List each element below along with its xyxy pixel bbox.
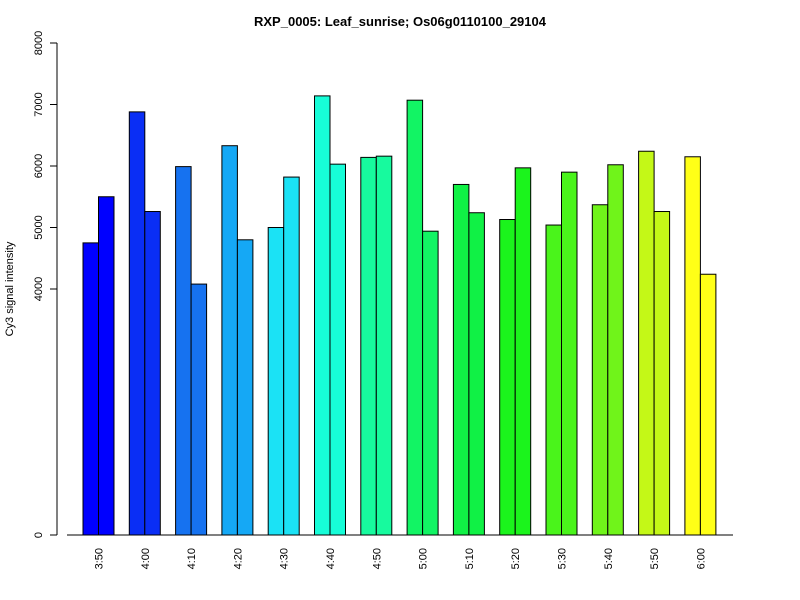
bar-420-1 bbox=[221, 145, 238, 536]
y-tick-label: 7000 bbox=[33, 92, 45, 116]
bar-530-2 bbox=[561, 171, 578, 536]
bar-600-2 bbox=[699, 273, 717, 536]
bar-550-2 bbox=[653, 211, 671, 536]
x-tick-label: 4:50 bbox=[371, 548, 383, 569]
y-tick-label: 5000 bbox=[33, 215, 45, 239]
bar-400-1 bbox=[128, 111, 146, 536]
x-tick-label: 5:20 bbox=[510, 548, 522, 569]
bar-430-2 bbox=[283, 176, 300, 536]
bar-600-1 bbox=[684, 156, 701, 536]
y-tick-label: 8000 bbox=[33, 31, 45, 55]
y-ticks: 0 4000 5000 6000 7000 8000 bbox=[33, 31, 57, 538]
bar-420-2 bbox=[236, 239, 254, 536]
bar-550-1 bbox=[638, 150, 655, 536]
y-tick-label: 6000 bbox=[33, 154, 45, 178]
chart-title: RXP_0005: Leaf_sunrise; Os06g0110100_291… bbox=[254, 14, 547, 29]
bar-400-2 bbox=[144, 211, 161, 536]
x-tick-label: 4:30 bbox=[279, 548, 291, 569]
x-tick-label: 5:50 bbox=[649, 548, 661, 569]
bar-510-2 bbox=[468, 212, 485, 536]
bar-410-1 bbox=[175, 166, 192, 536]
bar-350-1 bbox=[82, 242, 99, 536]
bar-500-1 bbox=[406, 99, 424, 536]
bar-510-1 bbox=[452, 183, 470, 536]
x-tick-label: 4:40 bbox=[325, 548, 337, 569]
x-tick-labels: 3:50 4:00 4:10 4:20 4:30 4:40 4:50 5:00 5:10 5:20… bbox=[94, 548, 708, 569]
bar-540-2 bbox=[607, 164, 624, 536]
x-tick-label: 6:00 bbox=[695, 548, 707, 569]
bar-520-2 bbox=[514, 167, 532, 536]
y-tick-label: 4000 bbox=[33, 277, 45, 301]
x-tick-label: 5:00 bbox=[418, 548, 430, 569]
y-axis: 0 4000 5000 6000 7000 8000 bbox=[33, 31, 58, 538]
x-tick-label: 3:50 bbox=[94, 548, 106, 569]
bar-440-1 bbox=[314, 95, 331, 536]
x-tick-label: 4:20 bbox=[232, 548, 244, 569]
bar-440-2 bbox=[329, 163, 346, 536]
bar-350-2 bbox=[98, 196, 115, 536]
bar-520-1 bbox=[499, 219, 516, 536]
y-tick-label: 0 bbox=[33, 532, 45, 538]
bar-500-2 bbox=[422, 230, 439, 536]
bar-540-1 bbox=[591, 204, 609, 536]
bar-450-2 bbox=[375, 155, 393, 536]
bar-410-2 bbox=[190, 283, 208, 536]
bars bbox=[82, 95, 717, 536]
x-tick-label: 5:30 bbox=[557, 548, 569, 569]
x-tick-label: 4:00 bbox=[140, 548, 152, 569]
x-tick-label: 5:10 bbox=[464, 548, 476, 569]
x-tick-label: 5:40 bbox=[603, 548, 615, 569]
x-tick-label: 4:10 bbox=[186, 548, 198, 569]
bar-530-1 bbox=[545, 224, 562, 536]
y-axis-title: Cy3 signal intensity bbox=[4, 241, 16, 336]
bar-430-1 bbox=[267, 227, 285, 536]
bar-450-1 bbox=[360, 156, 377, 536]
